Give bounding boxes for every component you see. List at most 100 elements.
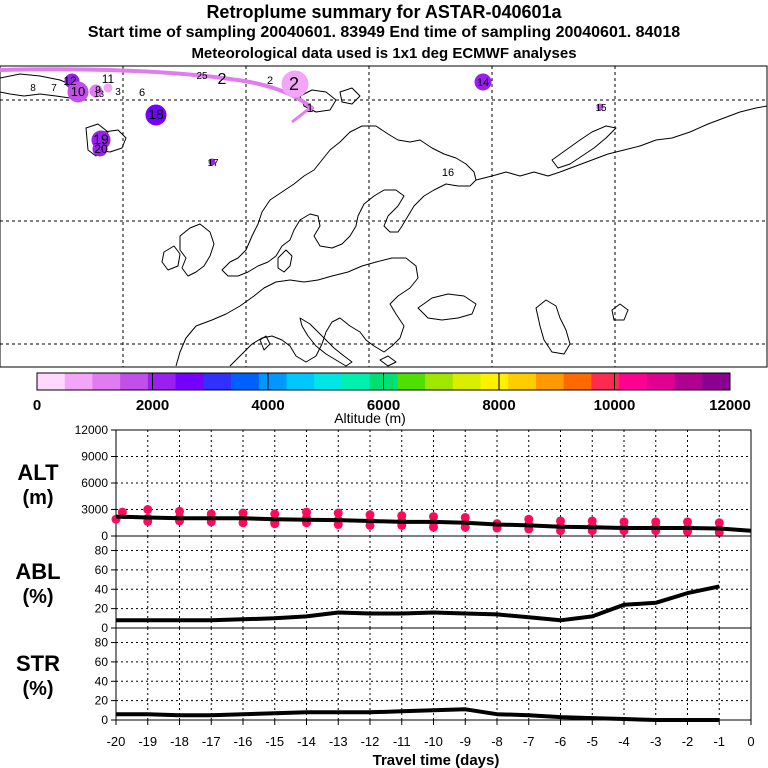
map-label: 12 (63, 74, 77, 88)
y-tick-label: 12000 (75, 423, 109, 437)
coastline-novaya-zemlya (551, 125, 617, 169)
colorbar-swatch (203, 373, 232, 390)
y-tick-label: 20 (95, 694, 109, 708)
map-label: 2 (218, 71, 227, 88)
alt-point (460, 512, 470, 522)
alt-point (683, 517, 692, 527)
map-label: 16 (442, 167, 454, 179)
colorbar-tick-label: 10000 (594, 397, 636, 414)
coastline-italy (299, 317, 353, 367)
meteorological-data-line: Meteorological data used is 1x1 deg ECMW… (191, 45, 577, 62)
x-tick-label: -5 (586, 734, 598, 749)
colorbar-swatch (591, 373, 620, 390)
alt-point (175, 506, 184, 516)
alt-point (429, 512, 438, 522)
plume-cluster-marker (103, 83, 113, 93)
alt-point (117, 507, 127, 517)
x-tick-label: -19 (138, 734, 157, 749)
alt-point (651, 517, 661, 527)
x-tick-label: 0 (747, 734, 754, 749)
alt-point (587, 516, 597, 526)
colorbar-tick-label: 4000 (251, 397, 284, 414)
x-tick-label: -4 (618, 734, 630, 749)
colorbar-swatch (175, 373, 204, 390)
colorbar-swatch (92, 373, 121, 390)
y-tick-label: 0 (101, 621, 108, 635)
panel-ylabel-alt: ALT (17, 460, 59, 485)
alt-point (302, 507, 311, 517)
map-label: 15 (595, 103, 607, 114)
sampling-time-line: Start time of sampling 20040601. 83949 E… (87, 24, 681, 41)
x-tick-label: -20 (107, 734, 126, 749)
y-tick-label: 6000 (81, 476, 108, 490)
map-label: 11 (102, 72, 115, 86)
colorbar-swatch (480, 373, 509, 390)
panel-yunit-str: (%) (22, 678, 53, 700)
alt-point (524, 514, 534, 524)
map-label: 2 (289, 74, 299, 94)
map-label: 8 (30, 83, 36, 94)
alt-point (270, 519, 280, 529)
y-tick-label: 20 (95, 602, 109, 616)
map-label: 13 (94, 89, 104, 99)
coastline-caspian (535, 299, 571, 355)
x-tick-label: -1 (713, 734, 725, 749)
map-label: 1 (307, 101, 314, 115)
plume-cluster-marker (92, 141, 108, 157)
map-label: 7 (51, 83, 57, 94)
x-tick-label: -6 (555, 734, 567, 749)
colorbar-swatch (64, 373, 93, 390)
plume-cluster-marker (89, 84, 103, 98)
series-line-str (116, 707, 720, 722)
colorbar-tick-label: 2000 (136, 397, 169, 414)
x-tick-label: -13 (329, 734, 348, 749)
coastlines (0, 73, 768, 367)
plume-cluster-marker (145, 104, 167, 126)
map-label: 18 (148, 106, 164, 122)
map-label: 17 (207, 158, 219, 169)
x-axis-title: Travel time (days) (373, 752, 500, 768)
coastline-arctic-russia (475, 105, 768, 181)
panel-ylabel-abl: ABL (15, 559, 60, 584)
x-tick-label: -15 (265, 734, 284, 749)
y-tick-label: 3000 (81, 503, 108, 517)
colorbar-swatch (535, 373, 565, 390)
x-tick-label: -17 (202, 734, 221, 749)
colorbar-swatch (619, 373, 648, 390)
map-label: 6 (139, 87, 145, 99)
coastline-aral (611, 303, 629, 321)
colorbar-swatch (314, 373, 343, 390)
series-line-alt (115, 514, 752, 533)
x-tick-label: -14 (297, 734, 316, 749)
plume-cluster-marker (281, 70, 309, 98)
x-tick-label: -12 (361, 734, 380, 749)
colorbar-tick-label: 12000 (709, 397, 751, 414)
alt-point (556, 516, 565, 526)
colorbar-swatch (120, 373, 149, 390)
map-label: 9 (95, 85, 101, 96)
altitude-colorbar: 0 2000 4000 6000 8000 10000 12000 (33, 372, 751, 414)
coastline-ireland (161, 245, 181, 271)
colorbar-swatch (452, 373, 482, 390)
alt-point (397, 511, 407, 521)
alt-point (143, 505, 153, 514)
colorbar-swatch (37, 373, 66, 390)
colorbar-swatch (425, 373, 454, 390)
chart-title: Retroplume summary for ASTAR-040601a (206, 2, 562, 22)
x-tick-label: -18 (170, 734, 189, 749)
colorbar-swatch (341, 373, 371, 390)
x-tick-label: -11 (393, 734, 411, 749)
coastline-jutland (277, 249, 293, 273)
coastline-scandinavia (221, 125, 477, 277)
map-label: 14 (477, 77, 489, 89)
x-tick-label: -16 (234, 734, 253, 749)
time-series-panels: 030006000900012000ALT(m)020406080ABL(%)0… (15, 423, 754, 749)
colorbar-swatch (646, 373, 676, 390)
y-tick-label: 9000 (81, 450, 108, 464)
plume-cluster-marker (67, 81, 89, 103)
colorbar-tick-label: 6000 (367, 397, 400, 414)
x-tick-label: -2 (682, 734, 694, 749)
alt-point (619, 517, 629, 527)
map-label: 10 (71, 84, 85, 99)
